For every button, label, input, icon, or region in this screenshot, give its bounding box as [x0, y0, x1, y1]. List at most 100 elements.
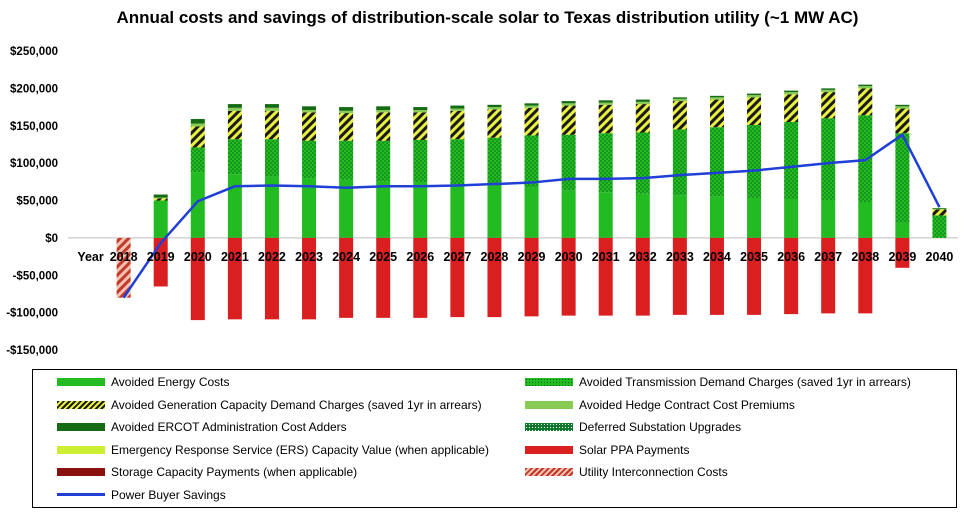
bar-segment [487, 109, 502, 138]
legend-item: Utility Interconnection Costs [525, 465, 728, 479]
legend: Avoided Energy Costs Avoided Transmission… [32, 369, 957, 508]
legend-swatch [57, 445, 105, 454]
bar-segment [709, 127, 724, 197]
bar-segment [190, 147, 205, 173]
bar-segment [450, 110, 465, 140]
y-tick-label: $100,000 [10, 158, 58, 170]
y-tick-label: -$50,000 [13, 270, 58, 282]
bar-segment [227, 139, 242, 175]
bar-segment [895, 133, 910, 223]
bar-segment [561, 105, 576, 135]
chart-title: Annual costs and savings of distribution… [116, 8, 859, 27]
bar-segment [561, 103, 576, 106]
bar-segment [858, 88, 873, 116]
bar-segment [635, 99, 650, 102]
legend-item: Emergency Response Service (ERS) Capacit… [57, 443, 489, 457]
bar-series [116, 84, 947, 321]
bar-segment [339, 140, 354, 180]
legend-swatch [57, 400, 105, 409]
bar-segment [635, 104, 650, 133]
bar-segment [302, 140, 317, 179]
x-tick-label: 2037 [814, 250, 842, 264]
bar-segment [190, 119, 205, 124]
bar-segment [598, 100, 613, 103]
bar-segment [450, 237, 465, 318]
bar-segment [227, 107, 242, 111]
legend-swatch [57, 423, 105, 431]
legend-label: Solar PPA Payments [579, 442, 690, 457]
bar-segment [821, 118, 836, 201]
bar-segment [153, 200, 168, 238]
bar-segment [747, 237, 762, 315]
legend-label: Storage Capacity Payments (when applicab… [111, 465, 358, 479]
bar-segment [598, 192, 613, 238]
legend-label: Avoided ERCOT Administration Cost Adders [111, 420, 347, 434]
bar-segment [339, 107, 354, 111]
x-tick-label: 2023 [295, 250, 323, 264]
bar-segment [784, 237, 799, 315]
bar-segment [227, 104, 242, 108]
y-tick-label: $250,000 [10, 46, 58, 58]
bar-segment [227, 237, 242, 320]
bar-segment [413, 237, 428, 318]
bar-segment [709, 99, 724, 128]
bar-segment [784, 122, 799, 200]
x-tick-label: 2027 [443, 250, 471, 264]
bar-segment [376, 106, 391, 111]
legend-swatch [525, 468, 573, 476]
bar-segment [895, 108, 910, 134]
line-series [122, 132, 941, 299]
bar-segment [227, 110, 242, 140]
bar-segment [413, 182, 428, 238]
y-tick-label: -$100,000 [6, 308, 58, 320]
bar-segment [264, 104, 279, 108]
bar-segment [598, 237, 613, 316]
bar-segment [561, 101, 576, 104]
bar-segment [895, 222, 910, 238]
bar-segment [264, 107, 279, 111]
bar-segment [302, 110, 317, 113]
legend-item: Power Buyer Savings [57, 488, 226, 502]
legend-item: Solar PPA Payments [525, 443, 690, 457]
x-axis-labels: Year 2018 2019 2020 2021 2022 2023 2024 2025 2026… [77, 250, 953, 264]
bar-segment [302, 178, 317, 238]
bar-segment [561, 134, 576, 191]
bar-segment [821, 88, 836, 90]
legend-label: Utility Interconnection Costs [579, 465, 728, 479]
x-axis-year-label: Year [77, 250, 104, 264]
bar-segment [672, 101, 687, 130]
bar-segment [153, 198, 168, 201]
legend-swatch [525, 423, 573, 431]
bar-segment [672, 97, 687, 99]
x-tick-label: 2025 [369, 250, 397, 264]
bar-segment [672, 195, 687, 238]
x-tick-label: 2039 [888, 250, 916, 264]
bar-segment [302, 106, 317, 111]
legend-item: Avoided Energy Costs [57, 375, 230, 389]
bar-segment [450, 184, 465, 238]
bar-segment [932, 209, 947, 216]
bar-segment [190, 172, 205, 238]
bar-segment [858, 84, 873, 87]
legend-label: Emergency Response Service (ERS) Capacit… [111, 442, 489, 457]
x-tick-label: 2020 [184, 250, 212, 264]
bar-segment [598, 104, 613, 134]
legend-item: Avoided Generation Capacity Demand Charg… [57, 398, 482, 412]
bar-segment [672, 237, 687, 315]
legend-label: Avoided Generation Capacity Demand Charg… [111, 397, 482, 412]
x-tick-label: 2040 [926, 250, 954, 264]
bar-segment [450, 105, 465, 109]
x-tick-label: 2018 [110, 250, 138, 264]
bar-segment [821, 200, 836, 238]
legend-label: Avoided Energy Costs [111, 375, 230, 389]
bar-segment [487, 185, 502, 238]
bar-segment [709, 196, 724, 238]
bar-segment [339, 110, 354, 114]
bar-segment [153, 194, 168, 198]
legend-swatch [57, 468, 105, 476]
bar-segment [709, 237, 724, 315]
x-tick-label: 2019 [147, 250, 175, 264]
bar-segment [413, 107, 428, 111]
bar-segment [858, 201, 873, 238]
bar-segment [524, 187, 539, 238]
